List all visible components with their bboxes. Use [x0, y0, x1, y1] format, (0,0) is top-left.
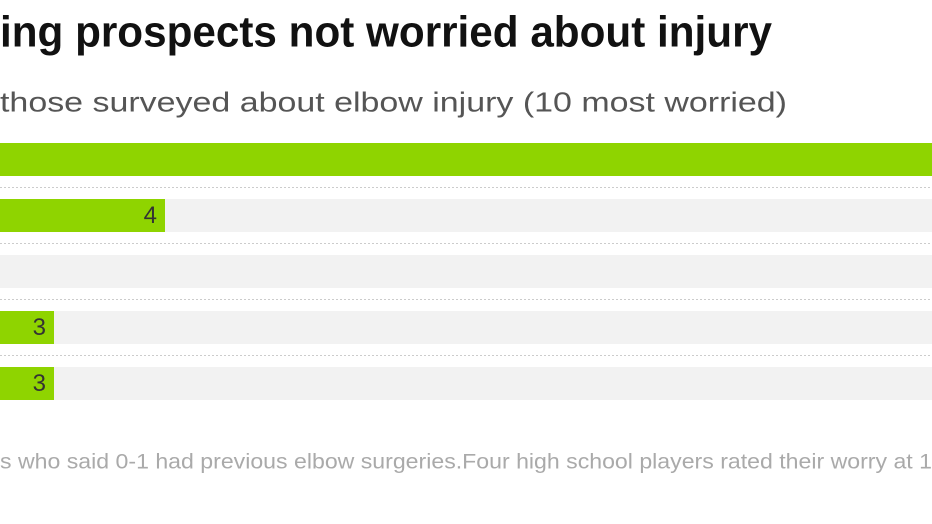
bar-value-label: 3	[33, 370, 46, 397]
bar-value-label: 4	[144, 202, 157, 229]
bar	[0, 143, 932, 176]
chart-title: ing prospects not worried about injury	[0, 8, 772, 57]
bar	[0, 199, 165, 232]
chart-note: s who said 0-1 had previous elbow surger…	[0, 451, 932, 474]
bar-track	[0, 255, 932, 288]
bar	[0, 311, 54, 344]
bar	[0, 367, 54, 400]
bar-track	[0, 367, 932, 400]
chart-subtitle: those surveyed about elbow injury (10 mo…	[0, 86, 787, 117]
bar-track	[0, 311, 932, 344]
bar-value-label: 3	[33, 314, 46, 341]
